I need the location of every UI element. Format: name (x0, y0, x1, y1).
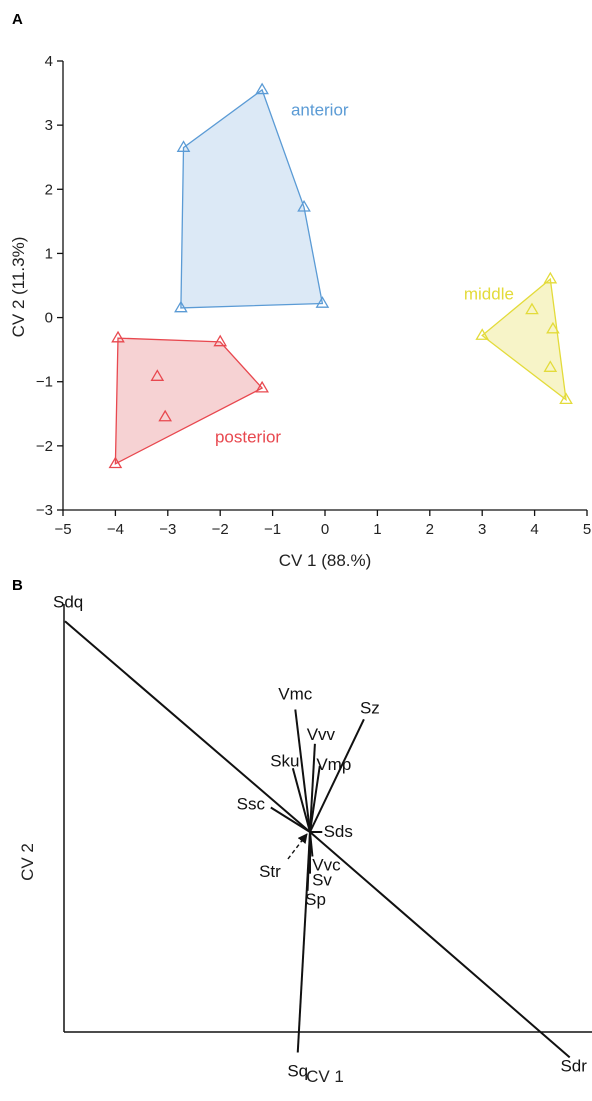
panel-a-scatter: A −5 −4 −3 −2 −1 0 1 2 3 4 5 4 3 2 1 0 −1 −2 −3 anterior p… (9, 11, 591, 570)
loading-vectors (64, 620, 571, 1059)
x-tick-label: −4 (107, 521, 124, 538)
point-middle (559, 392, 573, 405)
vector-label-Str: Str (259, 862, 281, 881)
point-anterior (176, 140, 191, 152)
panel-b-label: B (12, 577, 23, 594)
y-tick-label: 3 (45, 117, 53, 134)
vector-label-Sq: Sq (287, 1062, 308, 1081)
vector-label-Sp: Sp (305, 890, 326, 909)
vector-Sz (309, 718, 365, 833)
point-middle (543, 271, 558, 284)
group-label-anterior: anterior (291, 101, 349, 120)
x-tick-label: 4 (530, 521, 538, 538)
vector-label-Vvv: Vvv (307, 725, 336, 744)
vector-label-Vmp: Vmp (316, 755, 351, 774)
vector-Sq (296, 831, 311, 1053)
vector-label-Vmc: Vmc (278, 685, 313, 704)
point-anterior (297, 199, 311, 212)
group-label-posterior: posterior (215, 428, 281, 447)
vector-Ssc (270, 806, 311, 833)
vector-Sdr (309, 831, 571, 1059)
y-tick-label: 2 (45, 181, 53, 198)
point-posterior (213, 334, 228, 347)
point-anterior (315, 296, 330, 308)
data-points (108, 82, 573, 469)
x-axis-label: CV 1 (88.%) (279, 551, 372, 570)
point-posterior (255, 380, 269, 393)
vector-label-Ssc: Ssc (237, 795, 266, 814)
y-tick-label: −2 (36, 438, 53, 455)
vector-Str (287, 833, 308, 860)
y-axis-label: CV 2 (11.3%) (9, 237, 28, 338)
vector-label-Sdq: Sdq (53, 592, 83, 611)
y-axis-label-b: CV 2 (18, 843, 37, 881)
vector-label-Sz: Sz (360, 698, 380, 717)
group-label-middle: middle (464, 285, 514, 304)
vector-label-Sku: Sku (270, 751, 299, 770)
point-middle (525, 302, 539, 315)
vector-label-Sdr: Sdr (560, 1056, 587, 1075)
x-tick-labels: −5 −4 −3 −2 −1 0 1 2 3 4 5 (54, 521, 591, 538)
x-tick-label: 0 (321, 521, 329, 538)
y-tick-label: −3 (36, 502, 53, 519)
point-posterior (158, 409, 173, 422)
vector-label-Vvc: Vvc (312, 856, 341, 875)
point-anterior (255, 82, 269, 95)
x-axis-label-b: CV 1 (306, 1067, 344, 1086)
vector-Vvv (309, 743, 316, 833)
y-tick-label: 4 (45, 53, 53, 70)
x-tick-label: −3 (159, 521, 176, 538)
x-tick-label: −1 (264, 521, 281, 538)
point-middle (543, 360, 558, 372)
vector-Sdq (64, 620, 311, 833)
point-posterior (150, 369, 165, 381)
group-hulls (114, 88, 567, 465)
x-tick-label: 2 (426, 521, 434, 538)
y-tick-label: 0 (45, 310, 53, 327)
vector-Vmp (309, 765, 321, 833)
x-tick-label: −2 (212, 521, 229, 538)
point-middle (475, 328, 490, 340)
vector-Sku (291, 768, 311, 833)
point-middle (546, 321, 560, 334)
x-tick-label: −5 (54, 521, 71, 538)
vector-label-Sds: Sds (324, 822, 353, 841)
vector-Vmc (294, 709, 311, 833)
y-tick-labels: 4 3 2 1 0 −1 −2 −3 (36, 53, 53, 519)
vector-label-Sv: Sv (312, 871, 332, 890)
panel-a-label: A (12, 11, 23, 28)
x-tick-label: 1 (373, 521, 381, 538)
group-labels: anterior posterior middle (215, 101, 514, 447)
hull-anterior (180, 88, 324, 309)
y-tick-label: −1 (36, 374, 53, 391)
point-posterior (111, 330, 125, 343)
y-tick-label: 1 (45, 245, 53, 262)
hull-posterior (114, 337, 264, 465)
x-tick-label: 5 (583, 521, 591, 538)
axes (57, 60, 588, 516)
point-posterior (108, 456, 123, 469)
x-tick-label: 3 (478, 521, 486, 538)
point-anterior (174, 300, 188, 313)
